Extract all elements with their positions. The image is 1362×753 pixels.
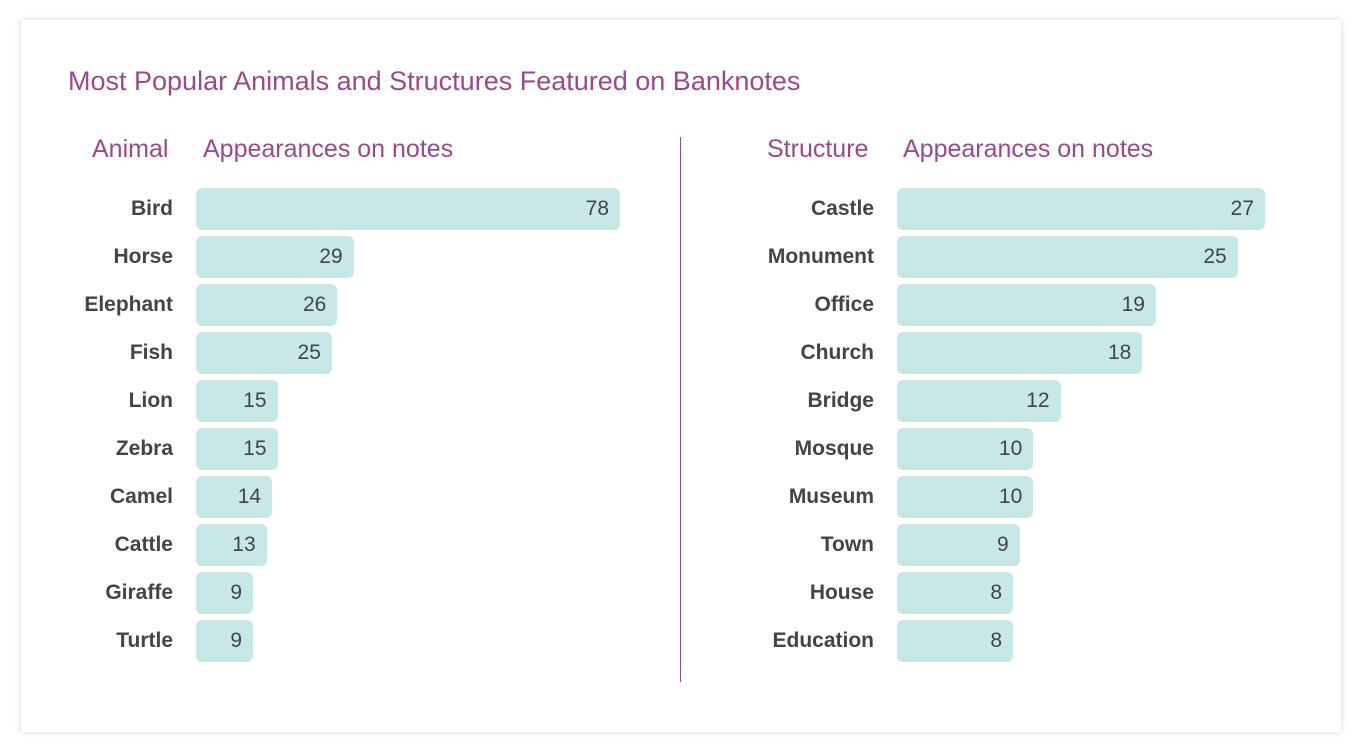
structure-category-label: Castle [810,197,874,220]
structure-bar-value-label: 10 [998,437,1023,460]
animal-bar: 15 [196,380,278,422]
structure-category-label: Monument [767,245,874,268]
structure-category-label: Church [800,341,875,364]
animal-bar-value-label: 26 [302,293,327,316]
animal-category-header: Animal [92,135,169,163]
animal-bar: 25 [196,332,332,374]
structure-category-label: Mosque [794,437,874,460]
structure-bar: 19 [897,284,1156,326]
structure-bar: 18 [897,332,1143,374]
structure-bar-value-label: 10 [998,485,1023,508]
animal-category-label: Camel [109,485,173,508]
animal-bar: 15 [196,428,278,470]
animal-bar-value-label: 9 [230,581,242,604]
structure-bar-value-label: 8 [990,629,1002,652]
structure-category-label: Bridge [807,389,874,412]
animal-category-label: Cattle [114,533,173,556]
animal-category-label: Turtle [116,629,173,652]
structure-bar-value-label: 18 [1107,341,1132,364]
structure-category-label: Education [772,629,874,652]
animal-category-label: Giraffe [105,581,173,604]
structure-bar-value-label: 12 [1026,389,1050,412]
structure-bar: 8 [897,620,1013,662]
structure-category-label: Museum [788,485,874,508]
structure-category-label: Town [820,533,874,556]
animal-bar: 9 [196,572,253,614]
chart-title: Most Popular Animals and Structures Feat… [68,66,801,96]
animal-bar: 13 [196,524,267,566]
animal-category-label: Zebra [115,437,173,460]
structure-bar-value-label: 27 [1230,197,1254,220]
structure-bar: 10 [897,428,1034,470]
animal-bar: 78 [196,188,620,230]
animal-category-label: Lion [128,389,173,412]
animal-bar: 9 [196,620,253,662]
animal-bar: 29 [196,236,354,278]
animal-bar-value-label: 15 [243,389,267,412]
animal-value-header: Appearances on notes [203,135,454,163]
animal-bar-value-label: 9 [230,629,242,652]
structure-category-label: House [809,581,874,604]
structure-bar: 9 [897,524,1020,566]
animal-category-label: Elephant [84,293,173,316]
structure-bar-value-label: 8 [990,581,1002,604]
animal-category-label: Bird [131,197,173,220]
structure-bar-value-label: 25 [1203,245,1227,268]
structure-value-header: Appearances on notes [903,135,1154,163]
structure-bar: 12 [897,380,1061,422]
structure-category-label: Office [814,293,874,316]
panel-divider [680,137,681,682]
animal-bar: 26 [196,284,338,326]
animal-bar-value-label: 29 [319,245,343,268]
animal-bar-value-label: 15 [243,437,267,460]
structure-bar: 8 [897,572,1013,614]
structure-bar-value-label: 9 [996,533,1009,556]
structure-bar: 10 [897,476,1034,518]
structure-bar: 25 [897,236,1238,278]
structure-bar-value-label: 19 [1121,293,1145,316]
animal-category-label: Horse [113,245,173,268]
structure-category-header: Structure [767,135,869,163]
animal-bar: 14 [196,476,273,518]
animal-bar-value-label: 13 [232,533,256,556]
animal-bar-value-label: 25 [297,341,321,364]
animal-category-label: Fish [129,341,173,364]
animal-bar-value-label: 14 [237,485,262,508]
animal-bar-value-label: 78 [585,197,609,220]
structure-bar: 27 [897,188,1265,230]
